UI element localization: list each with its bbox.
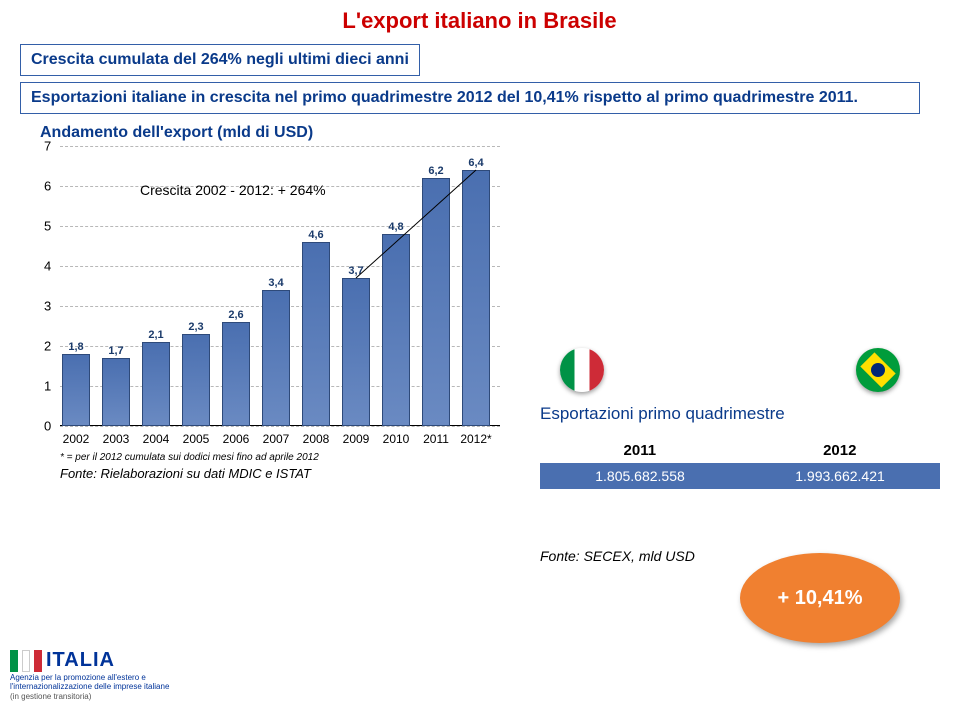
x-tick: 2005 <box>183 432 210 446</box>
logo-stripe-white <box>22 650 30 672</box>
gridline <box>60 426 500 427</box>
bar-value-label: 4,6 <box>303 229 329 241</box>
x-tick: 2004 <box>143 432 170 446</box>
y-tick: 3 <box>44 299 51 314</box>
italy-flag-icon <box>560 348 604 392</box>
y-tick: 2 <box>44 339 51 354</box>
x-tick: 2006 <box>223 432 250 446</box>
flag-row <box>560 348 900 392</box>
x-tick: 2012* <box>460 432 491 446</box>
x-tick: 2011 <box>423 432 449 446</box>
x-tick: 2008 <box>303 432 330 446</box>
bar-value-label: 6,2 <box>423 165 449 177</box>
x-tick: 2010 <box>383 432 410 446</box>
y-tick: 0 <box>44 419 51 434</box>
y-tick: 4 <box>44 259 51 274</box>
highlight-box-2: Esportazioni italiane in crescita nel pr… <box>20 82 920 114</box>
page-title: L'export italiano in Brasile <box>0 8 959 34</box>
bar-value-label: 1,7 <box>103 345 129 357</box>
bar-value-label: 2,1 <box>143 329 169 341</box>
logo-brand: ITALIA <box>46 649 115 672</box>
year-2011: 2011 <box>624 442 657 459</box>
bar: 3,4 <box>262 290 290 426</box>
x-tick: 2002 <box>63 432 90 446</box>
bar-value-label: 2,3 <box>183 321 209 333</box>
bar-value-label: 2,6 <box>223 309 249 321</box>
bar: 6,2 <box>422 178 450 426</box>
logo-subtitle: Agenzia per la promozione all'estero e l… <box>10 674 210 692</box>
bar: 2,1 <box>142 342 170 426</box>
bar: 2,3 <box>182 334 210 426</box>
x-tick: 2009 <box>343 432 370 446</box>
source-left: Fonte: Rielaborazioni su dati MDIC e IST… <box>60 466 311 481</box>
percentage-oval: + 10,41% <box>740 553 900 643</box>
bar-value-label: 1,8 <box>63 341 89 353</box>
value-2012: 1.993.662.421 <box>795 468 885 484</box>
year-row: 2011 2012 <box>540 442 940 459</box>
logo-stripe-green <box>10 650 18 672</box>
bar: 1,8 <box>62 354 90 426</box>
x-tick: 2003 <box>103 432 130 446</box>
chart-subheading: Andamento dell'export (mld di USD) <box>40 124 919 142</box>
highlight-box-1: Crescita cumulata del 264% negli ultimi … <box>20 44 420 76</box>
data-row: 1.805.682.558 1.993.662.421 <box>540 463 940 489</box>
bar-value-label: 6,4 <box>463 157 489 169</box>
bar: 1,7 <box>102 358 130 426</box>
logo-stripe-red <box>34 650 42 672</box>
x-tick: 2007 <box>263 432 290 446</box>
value-2011: 1.805.682.558 <box>595 468 685 484</box>
logo-subtitle2: (in gestione transitoria) <box>10 692 210 701</box>
bar: 4,6 <box>302 242 330 426</box>
chart-footnote: * = per il 2012 cumulata sui dodici mesi… <box>60 452 319 463</box>
brazil-flag-icon <box>856 348 900 392</box>
agency-logo: ITALIA Agenzia per la promozione all'est… <box>10 649 210 701</box>
right-panel: Esportazioni primo quadrimestre 2011 201… <box>540 348 940 489</box>
bar-value-label: 4,8 <box>383 221 409 233</box>
source-right: Fonte: SECEX, mld USD <box>540 548 695 564</box>
gridline <box>60 146 500 147</box>
bar: 4,8 <box>382 234 410 426</box>
bar: 2,6 <box>222 322 250 426</box>
bar: 6,4 <box>462 170 490 426</box>
y-tick: 1 <box>44 379 51 394</box>
y-tick: 7 <box>44 139 51 154</box>
y-tick: 5 <box>44 219 51 234</box>
bar-value-label: 3,4 <box>263 277 289 289</box>
y-tick: 6 <box>44 179 51 194</box>
percentage-value: + 10,41% <box>777 587 862 610</box>
right-panel-title: Esportazioni primo quadrimestre <box>540 404 940 424</box>
crescita-annotation: Crescita 2002 - 2012: + 264% <box>140 182 326 198</box>
year-2012: 2012 <box>823 442 856 459</box>
bar-value-label: 3,7 <box>343 265 369 277</box>
bar: 3,7 <box>342 278 370 426</box>
